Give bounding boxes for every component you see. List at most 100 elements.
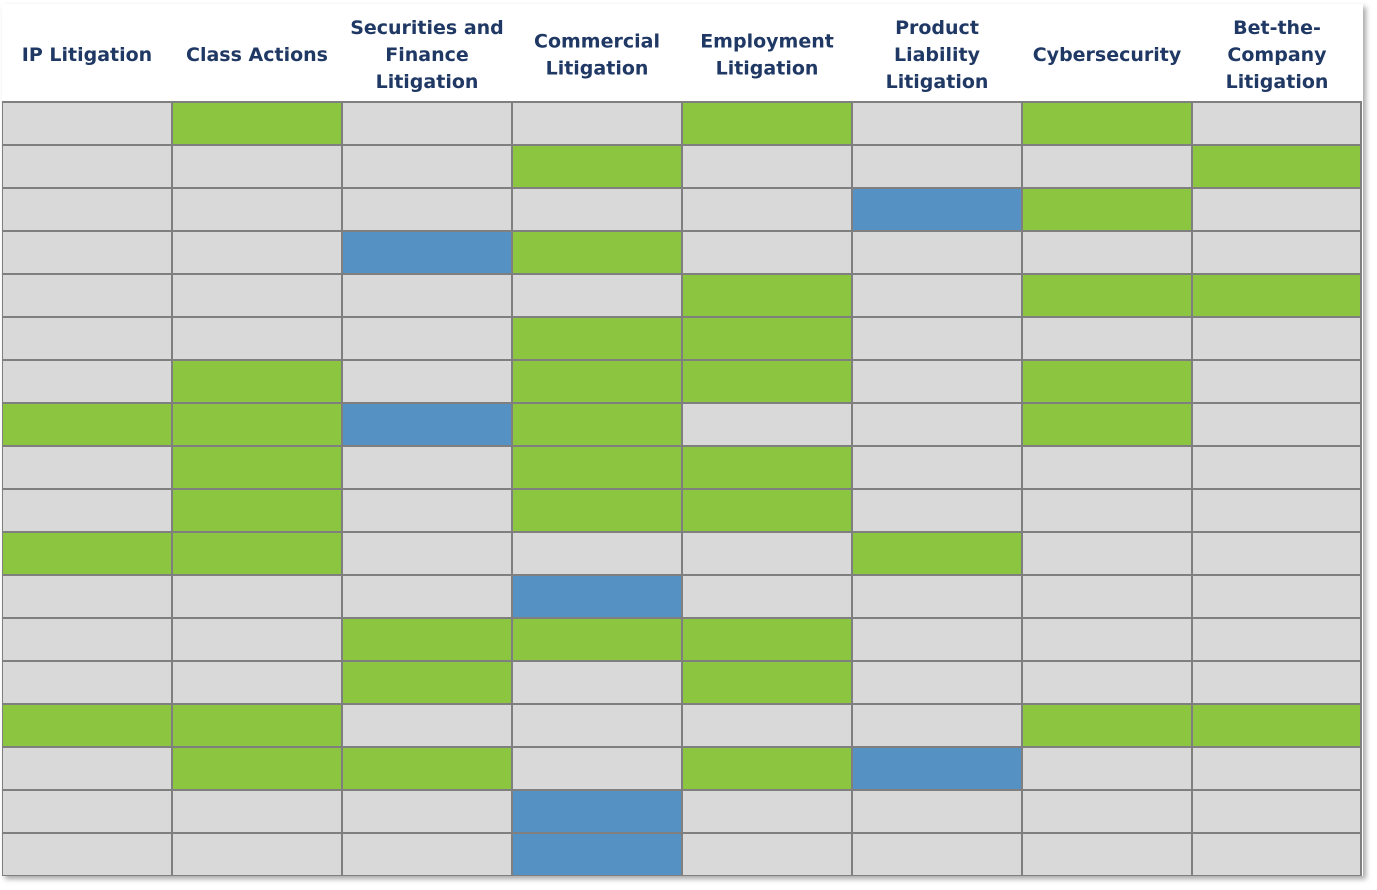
matrix-cell: [1023, 447, 1191, 488]
matrix-cell: [173, 533, 341, 574]
column-header-1: Class Actions: [186, 44, 328, 66]
matrix-cell: [1193, 447, 1361, 488]
matrix-cell: [683, 447, 851, 488]
matrix-cell: [853, 576, 1021, 617]
matrix-cell: [173, 146, 341, 187]
matrix-cell: [513, 404, 681, 445]
matrix-cell: [1023, 834, 1191, 875]
column-header-line: Liability: [894, 44, 981, 66]
matrix-cell: [1023, 146, 1191, 187]
matrix-cell: [173, 447, 341, 488]
matrix-cell: [683, 748, 851, 789]
matrix-cell: [343, 748, 511, 789]
column-header-line: Litigation: [716, 58, 819, 80]
column-headers: IP Litigation Class Actions Securities and…: [22, 17, 1329, 93]
matrix-svg: IP Litigation Class Actions Securities and…: [2, 17, 1362, 876]
matrix-cell: [3, 791, 171, 832]
matrix-cell: [173, 318, 341, 359]
matrix-cell: [853, 447, 1021, 488]
matrix-cell: [683, 189, 851, 230]
matrix-cell: [343, 275, 511, 316]
matrix-cell: [343, 490, 511, 531]
matrix-chart: IP Litigation Class Actions Securities and…: [2, 4, 1363, 876]
matrix-cell: [683, 619, 851, 660]
matrix-cell: [343, 834, 511, 875]
matrix-cell: [3, 189, 171, 230]
column-header-line: Bet-the-: [1233, 17, 1321, 39]
matrix-cell: [853, 146, 1021, 187]
matrix-cell: [853, 791, 1021, 832]
matrix-cell: [173, 662, 341, 703]
matrix-cell: [1193, 189, 1361, 230]
matrix-cell: [1023, 490, 1191, 531]
matrix-cell: [853, 533, 1021, 574]
matrix-cell: [173, 103, 341, 144]
column-header-line: Class Actions: [186, 44, 328, 66]
matrix-cell: [1023, 275, 1191, 316]
matrix-cell: [513, 662, 681, 703]
matrix-cell: [853, 232, 1021, 273]
matrix-cell: [1023, 103, 1191, 144]
matrix-cell: [683, 404, 851, 445]
matrix-cell: [1023, 705, 1191, 746]
matrix-cell: [173, 791, 341, 832]
matrix-cell: [173, 576, 341, 617]
matrix-cell: [513, 232, 681, 273]
matrix-cell: [853, 275, 1021, 316]
matrix-cell: [683, 834, 851, 875]
matrix-cell: [513, 576, 681, 617]
matrix-cell: [3, 834, 171, 875]
matrix-cell: [343, 146, 511, 187]
matrix-cell: [1193, 361, 1361, 402]
matrix-cell: [343, 404, 511, 445]
matrix-cell: [513, 834, 681, 875]
column-header-line: Litigation: [1226, 71, 1329, 93]
matrix-cell: [173, 404, 341, 445]
column-header-line: Finance: [385, 44, 469, 66]
matrix-cell: [1193, 662, 1361, 703]
matrix-cell: [343, 533, 511, 574]
column-header-0: IP Litigation: [22, 44, 152, 66]
matrix-cell: [513, 791, 681, 832]
matrix-cell: [173, 275, 341, 316]
matrix-cell: [513, 619, 681, 660]
matrix-cell: [173, 619, 341, 660]
matrix-cell: [853, 361, 1021, 402]
matrix-cell: [513, 275, 681, 316]
matrix-cell: [853, 404, 1021, 445]
column-header-line: Securities and: [350, 17, 504, 39]
matrix-cell: [513, 103, 681, 144]
matrix-cell: [343, 318, 511, 359]
matrix-cell: [1023, 619, 1191, 660]
matrix-cell: [1193, 146, 1361, 187]
matrix-cell: [683, 103, 851, 144]
matrix-cell: [173, 834, 341, 875]
matrix-cell: [343, 619, 511, 660]
column-header-line: Litigation: [376, 71, 479, 93]
column-header-4: Employment Litigation: [700, 31, 834, 80]
matrix-cell: [1023, 318, 1191, 359]
matrix-cell: [343, 791, 511, 832]
matrix-cell: [853, 748, 1021, 789]
matrix-cell: [3, 361, 171, 402]
matrix-cell: [173, 705, 341, 746]
matrix-cell: [513, 533, 681, 574]
matrix-cell: [3, 533, 171, 574]
matrix-cell: [1023, 791, 1191, 832]
matrix-cell: [1193, 576, 1361, 617]
matrix-cell: [683, 705, 851, 746]
matrix-cell: [1193, 705, 1361, 746]
matrix-cell: [3, 619, 171, 660]
matrix-cell: [3, 576, 171, 617]
matrix-cell: [343, 361, 511, 402]
matrix-cell: [683, 361, 851, 402]
matrix-cell: [3, 662, 171, 703]
column-header-line: Employment: [700, 31, 834, 53]
column-header-7: Bet-the- Company Litigation: [1226, 17, 1329, 93]
column-header-line: Company: [1227, 44, 1327, 66]
matrix-cell: [513, 318, 681, 359]
column-header-line: Cybersecurity: [1033, 44, 1182, 66]
matrix-cell: [513, 189, 681, 230]
column-header-line: IP Litigation: [22, 44, 152, 66]
matrix-cell: [173, 232, 341, 273]
